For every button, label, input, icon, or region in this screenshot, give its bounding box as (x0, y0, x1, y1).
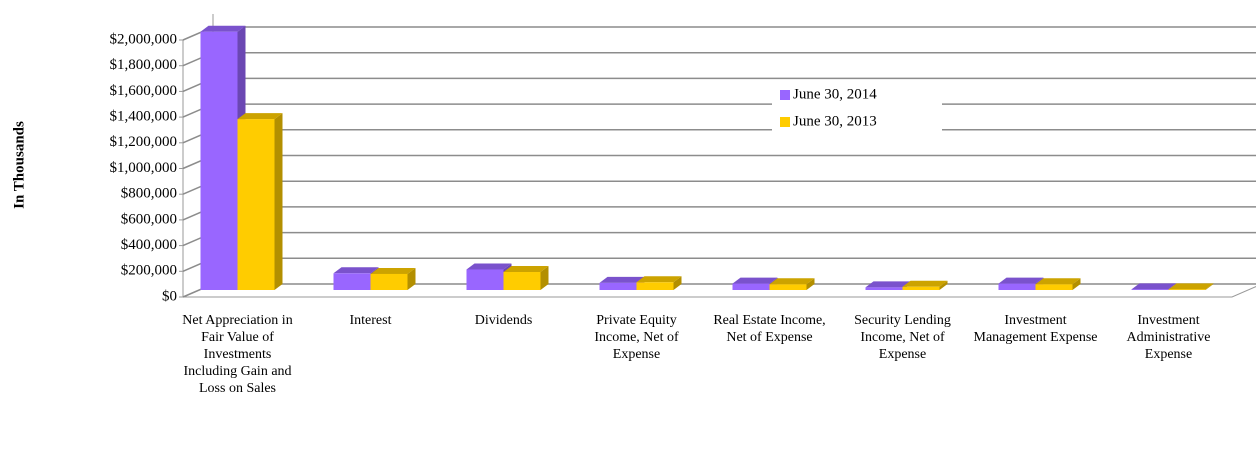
bar-side (806, 278, 815, 290)
x-tick-label: Dividends (474, 313, 533, 328)
bar (370, 267, 416, 290)
bar-side (673, 276, 682, 290)
legend-label: June 30, 2013 (793, 113, 877, 129)
bar-front (1131, 289, 1169, 290)
bar-top (599, 276, 645, 283)
y-tick-label: $1,000,000 (110, 160, 178, 176)
bar-side (274, 113, 283, 290)
bar-front (370, 273, 408, 290)
y-tick-label: $1,400,000 (110, 109, 178, 125)
x-tick-label: Investment Administrative Expense (1126, 313, 1211, 362)
bar-side (1072, 278, 1081, 290)
bar-top (1131, 283, 1177, 290)
bar (503, 266, 549, 290)
bar (237, 113, 283, 290)
bar-top (503, 266, 549, 273)
bar-top (902, 280, 948, 287)
y-tick-label: $800,000 (121, 186, 177, 202)
bar-top (865, 281, 911, 288)
grid-line (182, 206, 1256, 221)
bar-front (599, 282, 637, 290)
bar (636, 276, 682, 290)
bar-top (1168, 283, 1214, 290)
bar-top (200, 25, 246, 32)
grid-line (182, 129, 1256, 144)
grid-line (182, 154, 1256, 170)
bar-top (732, 277, 778, 284)
x-tick-label: Private Equity Income, Net of Expense (594, 313, 679, 362)
y-tick-label: $400,000 (121, 237, 177, 253)
bar-top (998, 277, 1044, 284)
bar-top (466, 263, 512, 270)
bar-front (636, 282, 674, 290)
x-tick-label: Real Estate Income, Net of Expense (713, 313, 826, 345)
bar-top (370, 267, 416, 274)
bar-side (407, 267, 416, 290)
bar-front (503, 272, 541, 290)
bar (1035, 278, 1081, 290)
bar-front (1035, 284, 1073, 290)
bar (902, 280, 948, 290)
grid-line (182, 51, 1256, 67)
bar (769, 278, 815, 290)
legend-swatch (780, 117, 790, 127)
grid-line (182, 180, 1256, 195)
y-tick-label: $1,200,000 (110, 134, 178, 150)
bar-front (732, 283, 770, 290)
grid-line (182, 77, 1256, 93)
bar-side (540, 266, 549, 290)
bar-top (237, 113, 283, 120)
x-tick-label: Net Appreciation in Fair Value of Invest… (182, 313, 293, 396)
bar-front (865, 287, 903, 290)
grid-line (182, 231, 1256, 247)
bar-side (1205, 283, 1214, 290)
y-tick-label: $1,600,000 (110, 83, 178, 99)
bar-side (939, 280, 948, 290)
y-tick-label: $200,000 (121, 263, 177, 279)
y-tick-label: $600,000 (121, 211, 177, 227)
x-tick-label: Investment Management Expense (973, 313, 1098, 345)
bar-top (769, 278, 815, 285)
y-axis-label: In Thousands (11, 121, 27, 209)
bar (1168, 283, 1214, 290)
bar-top (1035, 278, 1081, 285)
y-tick-label: $0 (162, 288, 177, 304)
legend-box (772, 82, 942, 136)
grid-line (182, 103, 1256, 118)
bar-top (333, 267, 379, 274)
bar-front (466, 269, 504, 290)
bar-front (998, 283, 1036, 290)
bar-front (769, 284, 807, 290)
legend-swatch (780, 90, 790, 100)
bar-front (902, 286, 940, 290)
bar-front (200, 31, 238, 291)
y-tick-label: $2,000,000 (110, 31, 178, 47)
x-tick-label: Interest (349, 313, 392, 328)
bar-front (333, 273, 371, 290)
x-tick-label: Security Lending Income, Net of Expense (854, 313, 951, 362)
bar-front (237, 119, 275, 290)
grid-line (182, 26, 1256, 41)
y-tick-label: $1,800,000 (110, 57, 178, 73)
bar-top (636, 276, 682, 283)
bar-front (1168, 289, 1206, 290)
legend-label: June 30, 2014 (793, 86, 877, 102)
